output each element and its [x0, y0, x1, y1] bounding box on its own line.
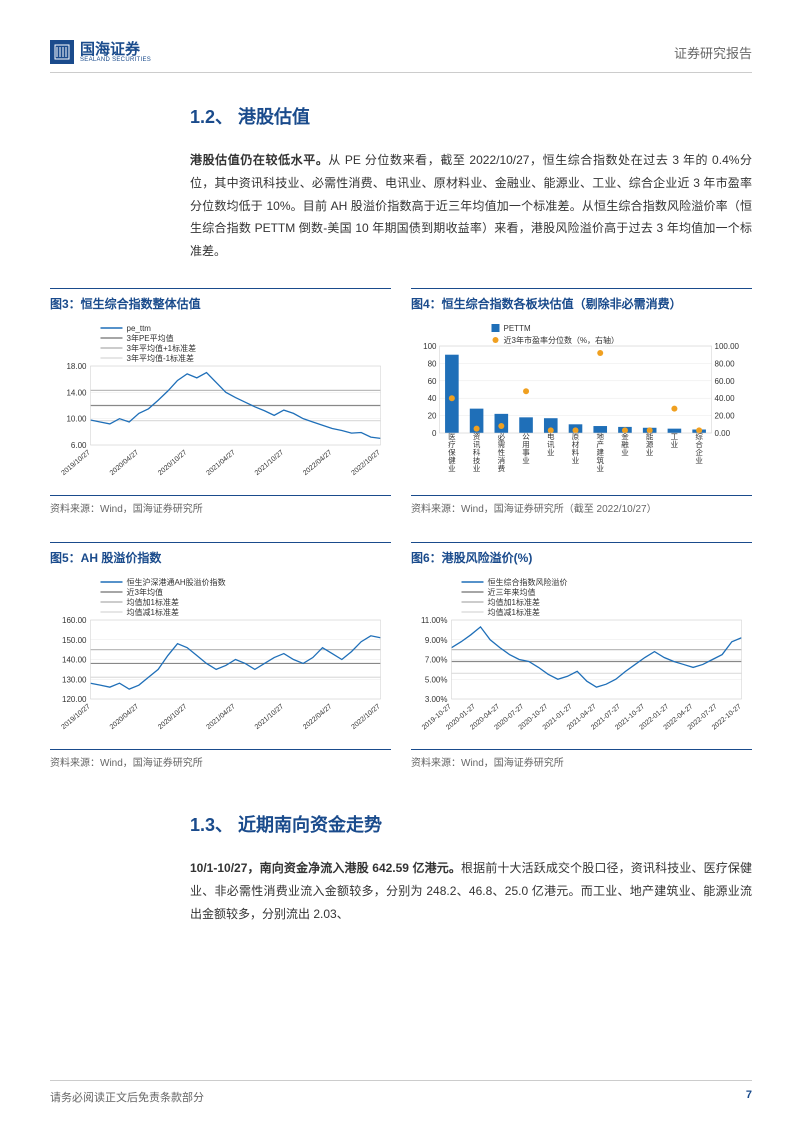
company-logo: 国海证券 SEALAND SECURITIES: [50, 40, 151, 64]
svg-text:业: 业: [547, 447, 555, 457]
svg-text:业: 业: [473, 463, 481, 473]
svg-text:100: 100: [423, 342, 437, 351]
svg-text:2022/10/27: 2022/10/27: [350, 703, 381, 731]
svg-text:3年平均值-1标准差: 3年平均值-1标准差: [127, 353, 195, 363]
svg-text:均值减1标准差: 均值减1标准差: [127, 607, 179, 617]
footer-disclaimer: 请务必阅读正文后免责条款部分: [50, 1089, 204, 1105]
svg-text:0.00: 0.00: [715, 429, 731, 438]
svg-text:18.00: 18.00: [66, 362, 87, 371]
svg-text:120.00: 120.00: [62, 695, 87, 704]
svg-text:业: 业: [671, 439, 679, 449]
svg-text:3.00%: 3.00%: [425, 695, 448, 704]
chart4-canvas: PETTM 近3年市盈率分位数（%，右轴） 0 20 40 60 80 100 0.00 20.0…: [411, 320, 752, 485]
chart3-title: 图3：恒生综合指数整体估值: [50, 288, 391, 312]
svg-text:130.00: 130.00: [62, 675, 87, 684]
chart3-source: 资料来源：Wind，国海证券研究所: [50, 495, 391, 515]
section-1-title: 1.2、 港股估值: [190, 103, 752, 129]
chart5-title: 图5：AH 股溢价指数: [50, 542, 391, 566]
svg-text:10.00: 10.00: [66, 415, 87, 424]
svg-text:2019/10/27: 2019/10/27: [60, 449, 91, 477]
svg-text:均值加1标准差: 均值加1标准差: [127, 597, 179, 607]
svg-text:均值减1标准差: 均值减1标准差: [488, 607, 540, 617]
chart6-canvas: 恒生综合指数风险溢价近三年来均值均值加1标准差均值减1标准差 3.00% 5.00%…: [411, 574, 752, 739]
svg-text:3年PE平均值: 3年PE平均值: [127, 333, 174, 343]
svg-text:160.00: 160.00: [62, 616, 87, 625]
svg-text:pe_ttm: pe_ttm: [127, 324, 152, 333]
logo-icon: [50, 40, 74, 64]
svg-text:2021/10/27: 2021/10/27: [254, 449, 285, 477]
svg-text:PETTM: PETTM: [504, 324, 531, 333]
chart5-canvas: 恒生沪深港通AH股溢价指数近3年均值均值加1标准差均值减1标准差 120.00 13…: [50, 574, 391, 739]
svg-text:费: 费: [498, 463, 506, 473]
svg-text:近三年来均值: 近三年来均值: [488, 587, 536, 597]
svg-text:2022/04/27: 2022/04/27: [302, 703, 333, 731]
chart4-title: 图4：恒生综合指数各板块估值（剔除非必需消费）: [411, 288, 752, 312]
svg-text:业: 业: [695, 455, 703, 465]
svg-text:20: 20: [428, 412, 437, 421]
svg-text:2019/10/27: 2019/10/27: [60, 703, 91, 731]
svg-text:近3年市盈率分位数（%，右轴）: 近3年市盈率分位数（%，右轴）: [504, 335, 620, 345]
chart6-source: 资料来源：Wind，国海证券研究所: [411, 749, 752, 769]
svg-text:3年平均值+1标准差: 3年平均值+1标准差: [127, 343, 197, 353]
svg-text:业: 业: [621, 447, 629, 457]
svg-text:业: 业: [596, 463, 604, 473]
doc-type: 证券研究报告: [674, 43, 752, 62]
svg-text:2020/04/27: 2020/04/27: [109, 703, 140, 731]
svg-text:均值加1标准差: 均值加1标准差: [488, 597, 540, 607]
svg-text:2021/10/27: 2021/10/27: [254, 703, 285, 731]
svg-text:业: 业: [572, 455, 580, 465]
svg-text:150.00: 150.00: [62, 636, 87, 645]
svg-text:业: 业: [448, 463, 456, 473]
svg-text:0: 0: [432, 429, 437, 438]
chart3-canvas: pe_ttm3年PE平均值3年平均值+1标准差3年平均值-1标准差 6.00 10.…: [50, 320, 391, 485]
svg-text:2020/10/27: 2020/10/27: [157, 703, 188, 731]
svg-text:40.00: 40.00: [715, 394, 736, 403]
logo-cn: 国海证券: [80, 42, 151, 57]
svg-text:20.00: 20.00: [715, 412, 736, 421]
svg-text:11.00%: 11.00%: [421, 616, 448, 625]
svg-text:60: 60: [428, 377, 437, 386]
svg-text:2020/10/27: 2020/10/27: [157, 449, 188, 477]
p1-bold: 港股估值仍在较低水平。: [190, 153, 328, 167]
svg-text:业: 业: [646, 447, 654, 457]
svg-text:140.00: 140.00: [62, 655, 87, 664]
svg-text:2022/04/27: 2022/04/27: [302, 449, 333, 477]
section-2-title: 1.3、 近期南向资金走势: [190, 811, 752, 837]
svg-text:6.00: 6.00: [71, 441, 87, 450]
p2-bold: 10/1-10/27，南向资金净流入港股 642.59 亿港元。: [190, 861, 461, 875]
svg-text:2022/10/27: 2022/10/27: [350, 449, 381, 477]
section-2-body: 10/1-10/27，南向资金净流入港股 642.59 亿港元。根据前十大活跃成…: [190, 857, 752, 925]
svg-text:14.00: 14.00: [66, 388, 87, 397]
svg-text:恒生综合指数风险溢价: 恒生综合指数风险溢价: [488, 577, 568, 587]
svg-text:80: 80: [428, 359, 437, 368]
chart4-source: 资料来源：Wind，国海证券研究所（截至 2022/10/27）: [411, 495, 752, 515]
svg-text:5.00%: 5.00%: [425, 675, 448, 684]
page-number: 7: [746, 1089, 752, 1105]
svg-text:9.00%: 9.00%: [425, 636, 448, 645]
page-footer: 请务必阅读正文后免责条款部分 7: [50, 1080, 752, 1105]
section-1-body: 港股估值仍在较低水平。从 PE 分位数来看，截至 2022/10/27，恒生综合…: [190, 149, 752, 263]
svg-text:60.00: 60.00: [715, 377, 736, 386]
svg-text:近3年均值: 近3年均值: [127, 587, 163, 597]
page-header: 国海证券 SEALAND SECURITIES 证券研究报告: [50, 40, 752, 73]
svg-text:7.00%: 7.00%: [425, 655, 448, 664]
svg-text:业: 业: [522, 455, 530, 465]
svg-text:40: 40: [428, 394, 437, 403]
svg-text:2020/04/27: 2020/04/27: [109, 449, 140, 477]
svg-text:恒生沪深港通AH股溢价指数: 恒生沪深港通AH股溢价指数: [127, 577, 226, 587]
svg-text:2021/04/27: 2021/04/27: [205, 449, 236, 477]
chart6-title: 图6：港股风险溢价(%): [411, 542, 752, 566]
p1-rest: 从 PE 分位数来看，截至 2022/10/27，恒生综合指数处在过去 3 年的…: [190, 153, 752, 258]
svg-text:80.00: 80.00: [715, 359, 736, 368]
svg-text:2021/04/27: 2021/04/27: [205, 703, 236, 731]
logo-en: SEALAND SECURITIES: [80, 57, 151, 63]
svg-text:100.00: 100.00: [715, 342, 740, 351]
chart5-source: 资料来源：Wind，国海证券研究所: [50, 749, 391, 769]
